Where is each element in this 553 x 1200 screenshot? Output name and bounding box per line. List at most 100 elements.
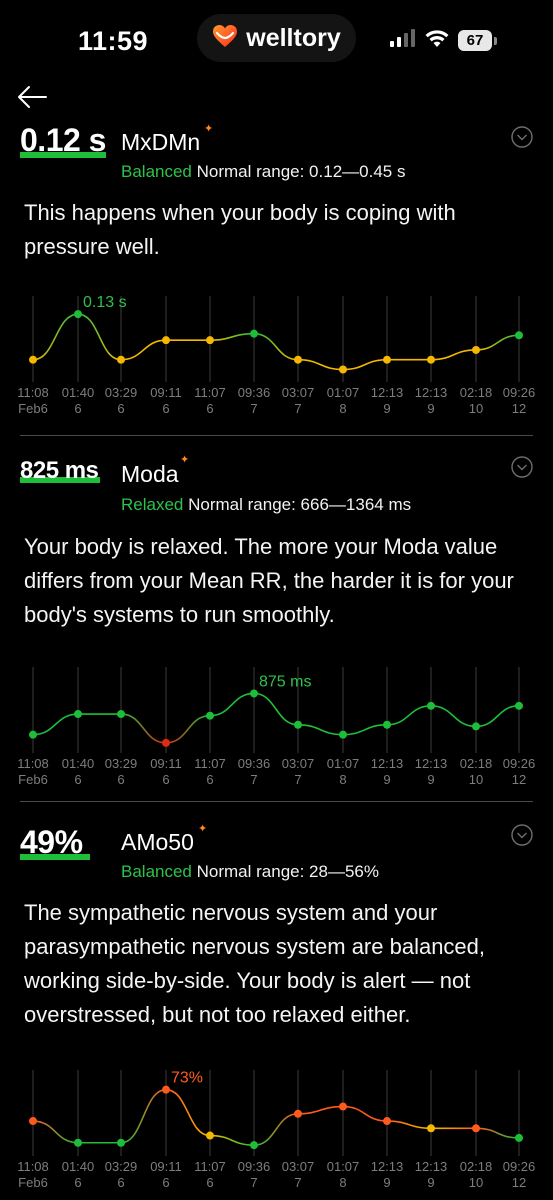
- x-tick-day: 12: [512, 772, 526, 785]
- x-tick-day: 12: [512, 1175, 526, 1188]
- x-tick-day: 8: [339, 401, 346, 414]
- x-tick-time: 12:13: [371, 756, 404, 771]
- x-tick-time: 12:13: [371, 1159, 404, 1174]
- x-tick-day: 9: [383, 1175, 390, 1188]
- x-tick-day: 9: [383, 401, 390, 414]
- data-point: [117, 710, 125, 719]
- metric-chart: 875 ms11:08Feb601:40603:29609:11611:0760…: [17, 667, 536, 785]
- sparkle-icon: ✦: [198, 823, 208, 835]
- data-point: [29, 355, 37, 364]
- x-tick-day: 7: [294, 772, 301, 785]
- data-point: [472, 345, 480, 354]
- range-text: Normal range: 666—1364 ms: [188, 495, 412, 514]
- data-point: [472, 1124, 480, 1133]
- value-underline: [20, 152, 106, 158]
- value-underline: [20, 477, 100, 483]
- series-line: [32, 313, 520, 371]
- x-tick-day: Feb6: [18, 401, 48, 414]
- status-bar: 11:59 welltory: [0, 0, 553, 80]
- x-tick-time: 03:07: [282, 756, 315, 771]
- x-tick-time: 03:07: [282, 385, 315, 400]
- chevron-down-icon[interactable]: [511, 456, 533, 478]
- x-tick-time: 09:36: [238, 756, 271, 771]
- normal-range: Relaxed Normal range: 666—1364 ms: [121, 495, 411, 515]
- chevron-down-icon[interactable]: [511, 824, 533, 846]
- x-tick-day: 9: [427, 772, 434, 785]
- chevron-down-icon[interactable]: [511, 126, 533, 148]
- metric-description: The sympathetic nervous system and your …: [24, 900, 486, 1027]
- x-tick-time: 09:26: [503, 756, 536, 771]
- data-point: [515, 331, 523, 340]
- dynamic-island: welltory: [197, 14, 356, 62]
- divider: [20, 801, 533, 802]
- data-point: [383, 1117, 391, 1126]
- data-point: [74, 1138, 82, 1147]
- x-tick-time: 12:13: [415, 1159, 448, 1174]
- data-point: [339, 365, 347, 374]
- x-tick-day: 6: [117, 401, 124, 414]
- x-tick-day: 8: [339, 1175, 346, 1188]
- x-tick-day: 10: [469, 1175, 483, 1188]
- metric-value: 0.12 s: [20, 122, 106, 158]
- x-tick-time: 11:08: [17, 385, 49, 400]
- x-tick-time: 09:11: [150, 756, 182, 771]
- normal-range: Balanced Normal range: 28—56%: [121, 862, 379, 882]
- wifi-icon: [424, 28, 450, 53]
- data-point: [206, 336, 214, 345]
- x-tick-day: 12: [512, 401, 526, 414]
- x-tick-time: 01:40: [62, 385, 95, 400]
- data-point: [117, 355, 125, 364]
- data-point: [74, 710, 82, 719]
- x-tick-time: 09:26: [503, 1159, 536, 1174]
- x-tick-time: 02:18: [460, 385, 493, 400]
- app-name: welltory: [246, 23, 341, 52]
- x-tick-time: 11:07: [194, 385, 226, 400]
- x-tick-time: 09:11: [150, 385, 182, 400]
- metric-value: 49%: [20, 824, 83, 860]
- x-tick-time: 12:13: [415, 756, 448, 771]
- metric-chart: 73%11:08Feb601:40603:29609:11611:07609:3…: [17, 1070, 536, 1188]
- series-line: [32, 1088, 520, 1146]
- peak-label: 73%: [171, 1070, 203, 1087]
- x-tick-day: 10: [469, 401, 483, 414]
- x-tick-time: 01:07: [327, 1159, 360, 1174]
- status-icons: 67: [390, 28, 497, 53]
- data-point: [206, 1131, 214, 1140]
- series-line: [32, 692, 520, 744]
- x-tick-time: 11:08: [17, 756, 49, 771]
- data-point: [250, 689, 258, 698]
- x-tick-day: 6: [74, 772, 81, 785]
- data-point: [250, 329, 258, 338]
- data-point: [427, 701, 435, 710]
- data-point: [515, 701, 523, 710]
- metric-description: This happens when your body is coping wi…: [24, 200, 456, 259]
- metric-chart: 0.13 s11:08Feb601:40603:29609:11611:0760…: [17, 294, 535, 414]
- data-point: [250, 1141, 258, 1150]
- data-point: [294, 1109, 302, 1118]
- metric-name: Moda: [121, 461, 179, 487]
- x-tick-day: 6: [162, 401, 169, 414]
- data-point: [74, 310, 82, 319]
- x-tick-day: 6: [117, 772, 124, 785]
- data-point: [162, 1085, 170, 1094]
- x-tick-time: 09:36: [238, 1159, 271, 1174]
- data-point: [472, 722, 480, 731]
- x-tick-day: Feb6: [18, 1175, 48, 1188]
- metric-name: AMo50: [121, 829, 194, 855]
- data-point: [29, 730, 37, 739]
- x-tick-day: 7: [250, 401, 257, 414]
- battery-icon: 67: [458, 30, 492, 51]
- x-tick-day: 9: [427, 1175, 434, 1188]
- metric-name: MxDMn: [121, 129, 201, 155]
- x-tick-time: 12:13: [371, 385, 404, 400]
- status-label: Relaxed: [121, 495, 184, 514]
- data-point: [294, 720, 302, 729]
- data-point: [383, 720, 391, 729]
- back-button[interactable]: [16, 84, 48, 110]
- x-tick-day: 6: [206, 1175, 213, 1188]
- x-tick-time: 11:07: [194, 756, 226, 771]
- x-tick-time: 01:07: [327, 385, 360, 400]
- data-point: [339, 730, 347, 739]
- metric-value-wrap: 0.12 s: [20, 122, 106, 158]
- x-tick-day: 7: [294, 1175, 301, 1188]
